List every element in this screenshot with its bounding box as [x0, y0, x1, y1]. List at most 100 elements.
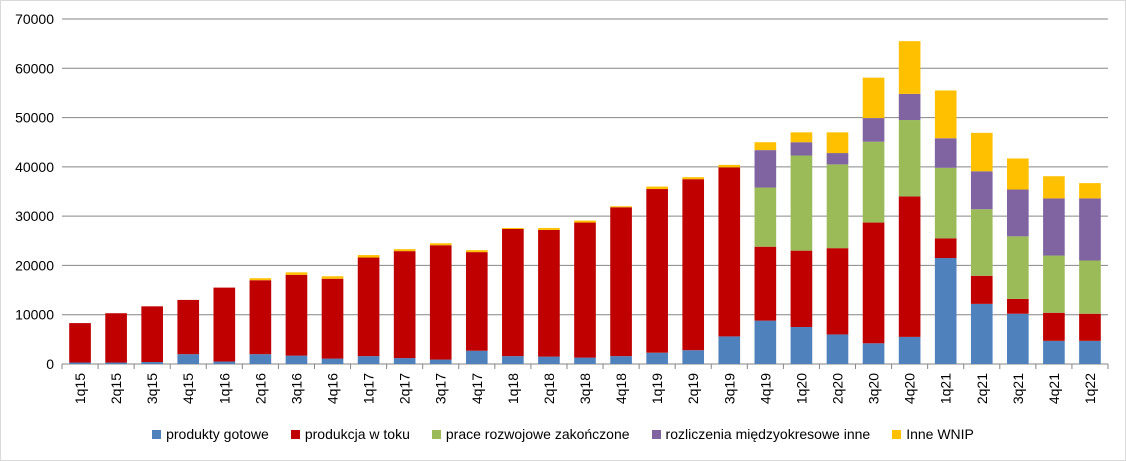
bar-segment — [429, 359, 452, 364]
legend-swatch — [152, 429, 162, 439]
x-tick-label: 4q18 — [613, 373, 629, 404]
legend-item: produkty gotowe — [152, 426, 269, 442]
bar-segment — [465, 250, 488, 253]
bar-segment — [754, 320, 777, 364]
legend-swatch — [892, 429, 902, 439]
bar-segment — [1079, 260, 1101, 314]
bar-segment — [898, 336, 921, 364]
bar-segment — [682, 177, 705, 180]
bar-segment — [934, 90, 957, 139]
y-tick-label: 50000 — [15, 110, 54, 126]
x-tick-label: 2q15 — [108, 373, 124, 404]
bar-segment — [898, 120, 921, 197]
bar-segment — [429, 245, 452, 360]
bar-segment — [69, 323, 91, 363]
x-tick-label: 4q21 — [1046, 373, 1062, 404]
bar-segment — [754, 142, 777, 151]
bar-segment — [538, 356, 560, 364]
bar-segment — [105, 313, 127, 363]
x-tick-label: 3q19 — [721, 373, 737, 404]
bar-segment — [898, 41, 921, 94]
bar-segment — [934, 258, 957, 364]
bar-segment — [1007, 298, 1029, 314]
legend-label: produkcja w toku — [304, 426, 410, 442]
bar-segment — [718, 164, 741, 168]
x-tick-label: 1q19 — [649, 373, 665, 404]
legend-label: produkty gotowe — [166, 426, 269, 442]
bar-segment — [1007, 158, 1029, 190]
bar-segment — [177, 354, 200, 364]
bar-segment — [1007, 236, 1029, 299]
bar-segment — [898, 93, 921, 121]
bar-segment — [862, 222, 885, 344]
bar-segment — [934, 238, 957, 259]
bar-segment — [1007, 313, 1029, 364]
bar-segment — [862, 77, 885, 119]
x-tick-label: 1q16 — [216, 373, 232, 404]
bar-segment — [1043, 198, 1065, 256]
bar-segment — [1079, 313, 1101, 341]
y-tick-label: 60000 — [15, 60, 54, 76]
bar-segment — [249, 278, 272, 281]
x-tick-label: 2q21 — [974, 373, 990, 404]
bar-segment — [754, 246, 777, 321]
bar-segment — [826, 334, 849, 364]
x-tick-label: 3q17 — [433, 373, 449, 404]
bar-segment — [970, 132, 993, 172]
bar-segment — [826, 153, 849, 165]
bar-segment — [1043, 255, 1065, 313]
x-tick-label: 3q20 — [866, 373, 882, 404]
bar-segment — [465, 350, 488, 364]
bar-segment — [357, 257, 380, 357]
bar-segment — [502, 227, 524, 229]
legend-swatch — [290, 429, 300, 439]
x-tick-label: 3q18 — [577, 373, 593, 404]
bar-segment — [429, 243, 452, 246]
x-tick-label: 1q21 — [938, 373, 954, 404]
bar-segment — [285, 355, 308, 364]
x-tick-label: 2q16 — [252, 373, 268, 404]
bar-segment — [646, 186, 668, 190]
bar-segment — [610, 206, 632, 208]
bar-segment — [790, 327, 813, 364]
x-tick-label: 2q20 — [829, 373, 845, 404]
bar-segment — [718, 167, 741, 337]
bar-segment — [754, 150, 777, 188]
x-tick-label: 3q21 — [1010, 373, 1026, 404]
x-tick-label: 4q17 — [469, 373, 485, 404]
legend-label: Inne WNIP — [906, 426, 974, 442]
bar-segment — [574, 220, 596, 223]
bar-segment — [1079, 183, 1101, 199]
bar-segment — [790, 142, 813, 156]
bar-segment — [826, 164, 849, 249]
bar-segment — [249, 354, 272, 364]
bar-segment — [574, 357, 596, 364]
bar-segment — [970, 209, 993, 276]
x-tick-label: 1q17 — [361, 373, 377, 404]
bar-segment — [682, 179, 705, 351]
bar-segment — [790, 155, 813, 251]
bar-segment — [970, 303, 993, 364]
bar-segment — [538, 229, 560, 357]
bar-segment — [574, 222, 596, 358]
bar-segment — [465, 252, 488, 351]
bar-segment — [321, 276, 344, 279]
bar-segment — [285, 272, 308, 275]
bar-segment — [610, 356, 632, 364]
bar-segment — [1043, 312, 1065, 341]
bar-segment — [177, 299, 200, 355]
bar-segment — [357, 356, 380, 364]
bar-segment — [934, 138, 957, 168]
legend-swatch — [651, 429, 661, 439]
bar-segment — [718, 336, 741, 364]
legend-item: prace rozwojowe zakończone — [431, 426, 630, 442]
x-tick-label: 3q16 — [288, 373, 304, 404]
legend-item: Inne WNIP — [892, 426, 974, 442]
bar-segment — [393, 251, 416, 359]
chart-legend: produkty gotowe produkcja w toku prace roz… — [0, 426, 1126, 442]
legend-label: rozliczenia międzyokresowe inne — [665, 426, 871, 442]
bar-segment — [862, 118, 885, 142]
legend-swatch — [431, 429, 441, 439]
bar-segment — [393, 249, 416, 252]
